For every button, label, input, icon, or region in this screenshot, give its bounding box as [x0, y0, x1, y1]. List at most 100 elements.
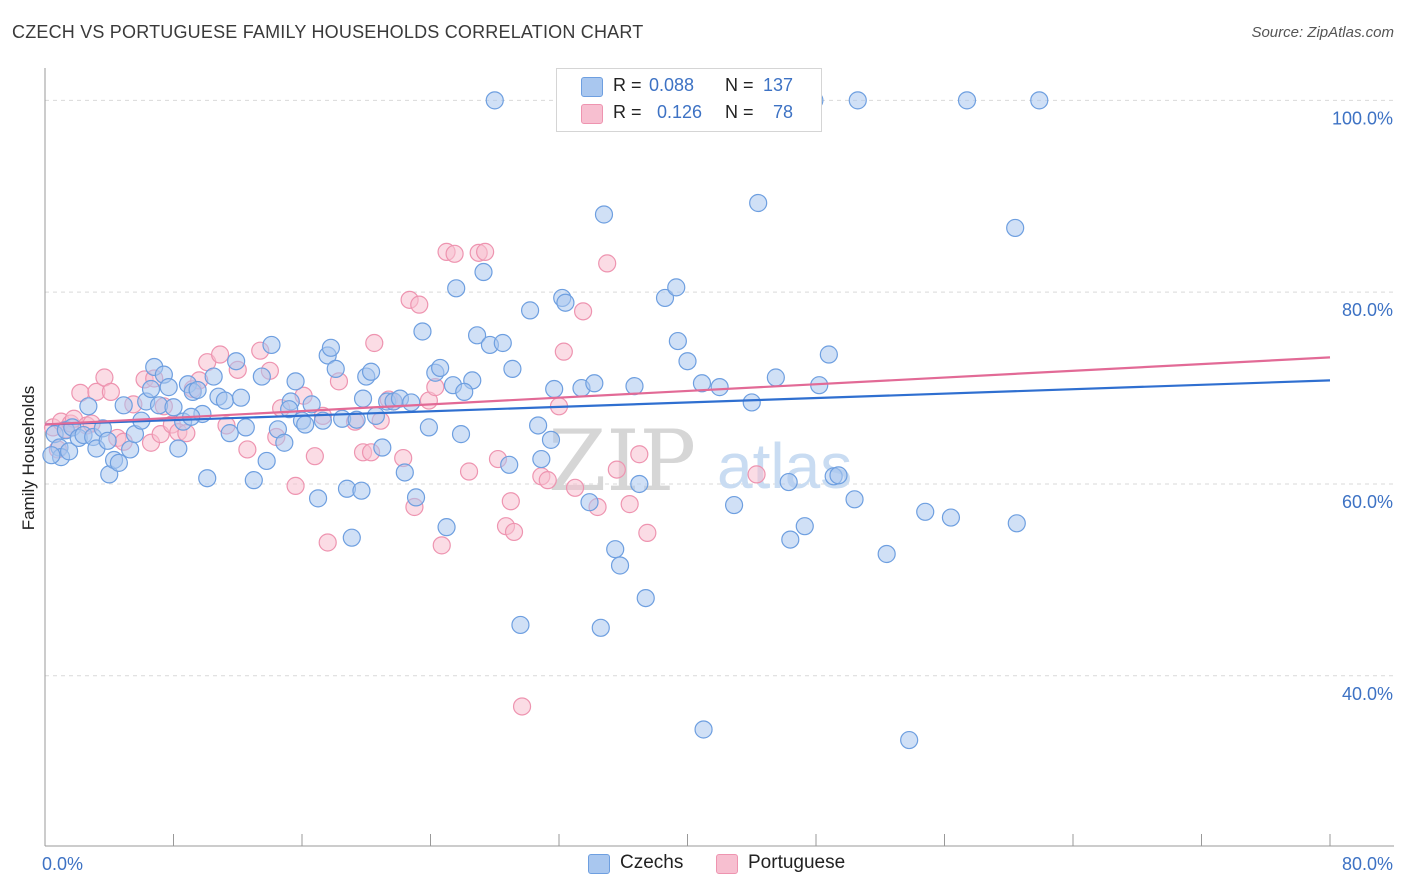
- czechs-point: [347, 410, 366, 429]
- portuguese-point: [630, 445, 649, 464]
- portuguese-r-value: 0.126: [657, 102, 703, 122]
- czechs-point: [667, 278, 686, 297]
- y-tick-label: 100.0%: [1332, 108, 1393, 128]
- portuguese-point: [512, 697, 532, 716]
- czechs-point: [529, 416, 548, 435]
- czechs-point: [1007, 514, 1026, 533]
- x-tick-labels: 0.0% 80.0%: [42, 854, 1393, 874]
- czechs-point: [42, 446, 61, 465]
- czechs-point: [668, 331, 687, 351]
- portuguese-point: [747, 465, 766, 484]
- czechs-r-label: R =: [613, 75, 642, 95]
- portuguese-point: [445, 244, 464, 263]
- czechs-point: [606, 540, 625, 559]
- czechs-point: [795, 517, 814, 536]
- czechs-point: [610, 556, 630, 575]
- czechs-point: [916, 502, 935, 521]
- czechs-point: [447, 279, 466, 298]
- czechs-point: [231, 388, 251, 407]
- czechs-n-value: 137: [763, 75, 794, 95]
- x-tick-label: 0.0%: [42, 854, 83, 874]
- portuguese-point: [501, 492, 520, 511]
- portuguese-trend-line: [44, 356, 1331, 426]
- portuguese-point: [410, 295, 429, 314]
- trend-lines: [44, 356, 1331, 426]
- czechs-point: [724, 495, 744, 515]
- source-attribution[interactable]: Source: ZipAtlas.com: [1251, 24, 1394, 41]
- portuguese-point: [620, 495, 639, 514]
- y-tick-labels: 40.0% 60.0% 80.0% 100.0%: [1332, 108, 1393, 703]
- portuguese-point: [286, 476, 305, 495]
- portuguese-point: [638, 523, 657, 542]
- czechs-point: [485, 91, 504, 110]
- czechs-legend-swatch: [588, 854, 610, 874]
- czechs-point: [59, 442, 79, 461]
- portuguese-point: [476, 242, 495, 261]
- x-tick-label: 80.0%: [1342, 854, 1393, 874]
- czechs-point: [520, 301, 540, 320]
- y-tick-label: 40.0%: [1342, 684, 1393, 704]
- czechs-point: [474, 262, 493, 282]
- czechs-point: [503, 359, 522, 378]
- czechs-point: [79, 397, 98, 416]
- czechs-point: [109, 453, 128, 472]
- czechs-point: [395, 463, 414, 482]
- portuguese-n-label: N =: [725, 102, 754, 122]
- czechs-point: [308, 489, 328, 508]
- czechs-points: [42, 91, 1049, 750]
- czechs-point: [431, 358, 450, 378]
- czechs-point: [373, 438, 392, 457]
- czechs-point: [286, 372, 305, 391]
- czechs-point: [594, 205, 614, 224]
- czechs-point: [257, 451, 276, 471]
- czechs-point: [1030, 91, 1049, 110]
- czechs-point: [342, 528, 361, 547]
- czechs-point: [437, 518, 456, 537]
- czechs-point: [188, 380, 207, 400]
- czechs-point: [419, 418, 438, 437]
- stats-legend: R = 0.088 N = 137 R = 0.126 N = 78: [556, 68, 822, 132]
- czechs-point: [402, 393, 421, 412]
- czechs-point: [227, 352, 246, 371]
- czechs-point: [877, 544, 896, 564]
- czechs-point: [710, 378, 729, 397]
- czechs-point: [451, 425, 471, 444]
- czechs-point: [262, 335, 281, 355]
- czechs-n-label: N =: [725, 75, 754, 95]
- portuguese-point: [318, 533, 337, 552]
- czechs-point: [121, 440, 140, 459]
- czechs-point: [164, 398, 183, 417]
- czechs-point: [556, 293, 575, 312]
- czechs-point: [361, 362, 381, 381]
- y-tick-label: 60.0%: [1342, 492, 1393, 512]
- czechs-point: [848, 91, 867, 110]
- czechs-point: [625, 377, 644, 396]
- y-tick-label: 80.0%: [1342, 300, 1393, 320]
- czechs-point: [655, 288, 675, 308]
- czechs-point: [630, 474, 649, 494]
- czechs-point: [781, 530, 800, 549]
- czechs-point: [1006, 218, 1025, 238]
- portuguese-point: [573, 302, 593, 321]
- watermark: ZIP atlas: [548, 412, 852, 510]
- portuguese-legend-swatch: [716, 854, 738, 874]
- czechs-trend-line: [44, 379, 1331, 426]
- czechs-point: [545, 379, 564, 399]
- czechs-point: [302, 395, 321, 414]
- portuguese-point: [607, 460, 626, 479]
- czechs-point: [353, 389, 373, 408]
- czechs-point: [321, 338, 341, 357]
- czechs-swatch: [581, 77, 603, 97]
- portuguese-point: [598, 254, 617, 273]
- czechs-legend-label: Czechs: [620, 852, 684, 873]
- portuguese-point: [238, 440, 257, 459]
- portuguese-legend-label: Portuguese: [748, 852, 846, 873]
- czechs-point: [766, 368, 785, 387]
- portuguese-point: [538, 471, 557, 490]
- czechs-point: [957, 91, 977, 110]
- czechs-point: [532, 449, 551, 469]
- portuguese-point: [101, 382, 120, 402]
- czechs-point: [467, 326, 487, 345]
- czechs-point: [779, 472, 798, 492]
